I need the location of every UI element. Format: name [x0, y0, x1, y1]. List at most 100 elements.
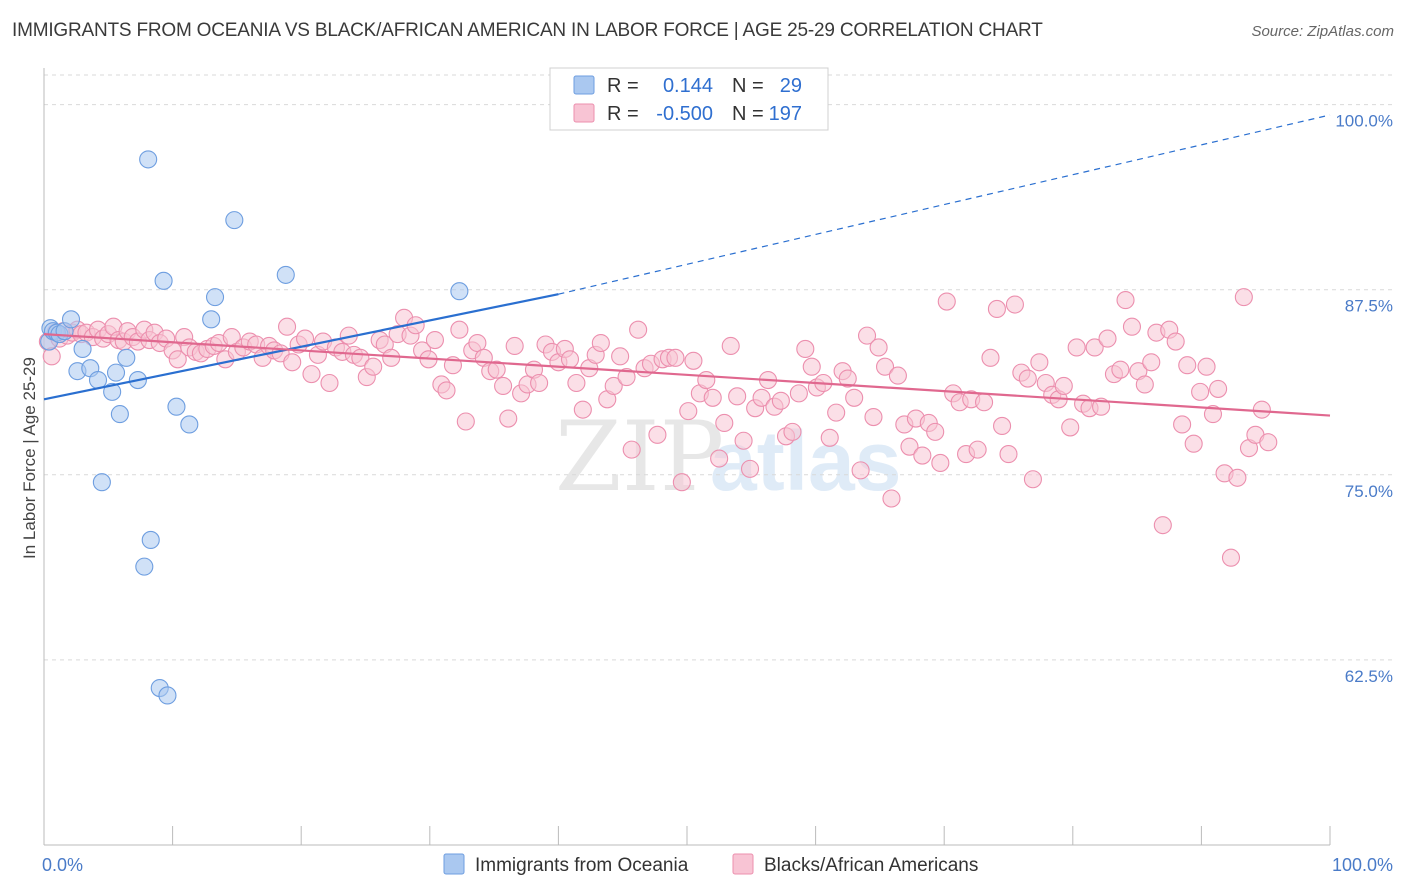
pink-point-137: [851, 461, 870, 480]
blue-point-12: [103, 382, 122, 401]
pink-point-177: [1098, 329, 1117, 348]
pink-point-91: [567, 373, 586, 393]
pink-point-108: [672, 473, 691, 492]
pink-point-160: [993, 416, 1012, 435]
pink-point-129: [802, 357, 821, 376]
pink-point-190: [1178, 356, 1197, 375]
pink-point-126: [783, 422, 802, 441]
pink-point-197: [1221, 548, 1241, 567]
pink-point-194: [1203, 405, 1223, 424]
pink-point-127: [789, 384, 808, 403]
y-tick-label-3: 100.0%: [1335, 112, 1393, 131]
pink-point-157: [975, 393, 994, 412]
blue-point-24: [180, 415, 199, 434]
pink-point-145: [900, 437, 919, 456]
pink-point-199: [1234, 288, 1253, 307]
pink-point-115: [715, 413, 734, 433]
pink-point-161: [999, 445, 1018, 464]
pink-point-132: [820, 428, 839, 447]
pink-point-107: [666, 348, 685, 367]
y-tick-labels: 62.5% 75.0% 87.5% 100.0%: [1335, 112, 1393, 686]
pink-point-44: [278, 317, 297, 336]
legend-box: [549, 67, 829, 131]
pink-point-136: [845, 388, 864, 407]
bottom-legend-label-pink: Blacks/African Americans: [764, 855, 978, 876]
top-legend: R = 0.144 N = 29 R = -0.500 N = 197: [549, 67, 829, 131]
pink-point-73: [456, 412, 475, 431]
pink-series-points: [38, 288, 1278, 567]
pink-point-109: [679, 402, 698, 421]
pink-point-138: [857, 326, 877, 345]
blue-point-8: [73, 339, 92, 358]
blue-point-29: [450, 282, 469, 301]
blue-point-11: [92, 473, 111, 492]
blue-point-22: [158, 686, 177, 705]
x-tick-label-100: 100.0%: [1332, 855, 1393, 875]
pink-point-92: [573, 400, 592, 419]
chart-source: Source: ZipAtlas.com: [1251, 23, 1394, 40]
bottom-legend-swatch-blue: [443, 853, 465, 875]
pink-point-101: [629, 320, 648, 339]
pink-point-99: [617, 368, 636, 387]
pink-point-118: [734, 431, 753, 450]
pink-point-85: [530, 373, 549, 393]
blue-trend-extension: [558, 114, 1331, 295]
blue-point-28: [276, 265, 295, 284]
blue-series-points: [40, 150, 469, 705]
pink-point-170: [1054, 376, 1073, 396]
chart-title: IMMIGRANTS FROM OCEANIA VS BLACK/AFRICAN…: [12, 20, 1043, 41]
pink-point-195: [1209, 379, 1228, 398]
legend-n-label-blue: N =: [732, 75, 764, 97]
pink-point-158: [981, 348, 1000, 367]
bottom-legend-label-blue: Immigrants from Oceania: [475, 855, 689, 876]
pink-point-202: [1252, 400, 1271, 419]
pink-point-48: [302, 365, 321, 384]
pink-point-164: [1018, 369, 1037, 388]
pink-point-184: [1142, 353, 1161, 372]
pink-point-149: [926, 422, 945, 441]
pink-point-198: [1228, 468, 1247, 487]
pink-point-183: [1135, 375, 1154, 394]
pink-point-45: [283, 353, 302, 372]
pink-point-61: [382, 348, 401, 367]
pink-point-51: [320, 373, 339, 393]
pink-point-180: [1116, 291, 1135, 310]
legend-n-label-pink: N =: [732, 103, 764, 125]
blue-point-15: [117, 348, 136, 367]
pink-point-100: [622, 440, 641, 459]
pink-point-189: [1173, 415, 1192, 434]
pink-point-58: [364, 357, 383, 376]
pink-point-78: [487, 360, 506, 379]
pink-point-110: [684, 351, 703, 370]
blue-point-6: [61, 310, 81, 329]
pink-point-140: [869, 338, 888, 357]
pink-point-203: [1259, 433, 1278, 452]
pink-point-26: [168, 350, 187, 369]
pink-point-104: [648, 425, 667, 444]
pink-point-188: [1166, 332, 1185, 351]
pink-point-79: [494, 376, 513, 396]
pink-point-192: [1191, 382, 1210, 401]
pink-point-47: [296, 329, 315, 348]
pink-point-68: [425, 331, 444, 350]
watermark-atlas: atlas: [710, 414, 901, 508]
legend-swatch-pink: [573, 103, 595, 123]
pink-point-81: [505, 336, 524, 356]
watermark-zip: ZIP: [555, 401, 724, 513]
blue-point-27: [225, 211, 244, 230]
y-axis-title: In Labor Force | Age 25-29: [20, 357, 39, 559]
legend-r-label-blue: R =: [607, 75, 639, 97]
pink-point-151: [937, 292, 956, 311]
pink-point-193: [1197, 357, 1216, 376]
pink-point-121: [752, 388, 771, 407]
pink-point-135: [838, 369, 857, 388]
y-tick-label-2: 87.5%: [1345, 297, 1393, 316]
pink-point-166: [1030, 353, 1049, 372]
pink-point-133: [827, 403, 846, 422]
pink-point-150: [931, 453, 950, 473]
legend-r-label-pink: R =: [607, 103, 639, 125]
blue-point-25: [202, 310, 221, 329]
legend-r-value-pink: -0.500: [656, 103, 713, 125]
trend-lines: [43, 114, 1331, 417]
